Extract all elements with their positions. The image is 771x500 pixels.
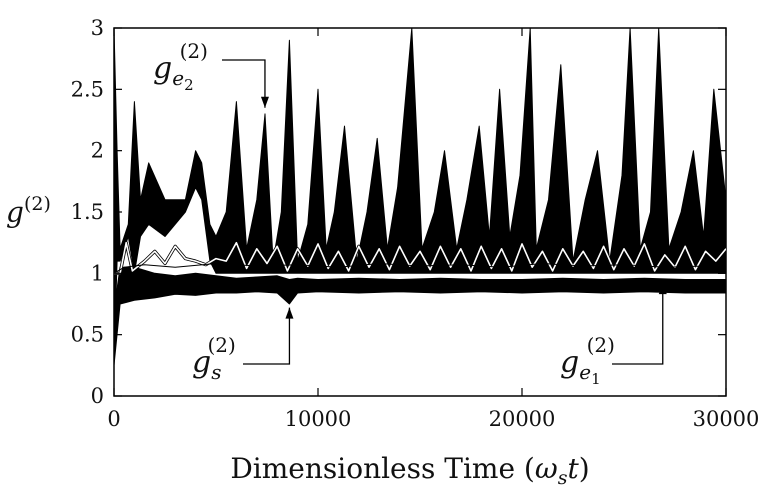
line [114,263,726,274]
band [114,266,726,366]
annotation-1: ge2(2) [153,39,269,108]
annotation-3: ge1(2) [560,283,667,388]
band [114,28,726,360]
series-1 [114,28,726,360]
y-tick-label: 0.5 [71,323,104,347]
leader-line [243,307,291,365]
series-2 [114,266,726,366]
series-4 [114,263,726,274]
x-tick-label: 0 [107,407,120,431]
series-layer [114,28,726,366]
leader-line [612,283,664,365]
tick-layer: 0 10000 20000 30000 0 0.5 1 1.5 2 2.5 3 [71,16,760,431]
annotation-label: ge2(2) [153,39,208,94]
x-axis-title: Dimensionless Time (ωst) [230,452,589,489]
annotation-2: gs(2) [192,307,294,384]
arrowhead [658,283,667,295]
y-tick-label: 1 [91,261,104,285]
series-3 [114,241,726,275]
annotation-layer: ge2(2) gs(2) ge1(2) [153,39,667,388]
annotation-label: ge1(2) [560,333,615,388]
y-tick-label: 2.5 [71,77,104,101]
y-tick-label: 0 [91,384,104,408]
arrowhead [285,307,294,319]
x-tick-label: 10000 [285,407,352,431]
y-axis-title: g(2) [6,193,51,229]
x-tick-label: 30000 [693,407,760,431]
annotation-label: gs(2) [192,333,236,384]
y-tick-label: 2 [91,139,104,163]
y-tick-label: 3 [91,16,104,40]
leader-line [222,59,266,108]
arrowhead [260,96,269,108]
line [114,241,726,275]
x-tick-label: 20000 [489,407,556,431]
y-tick-label: 1.5 [71,200,104,224]
